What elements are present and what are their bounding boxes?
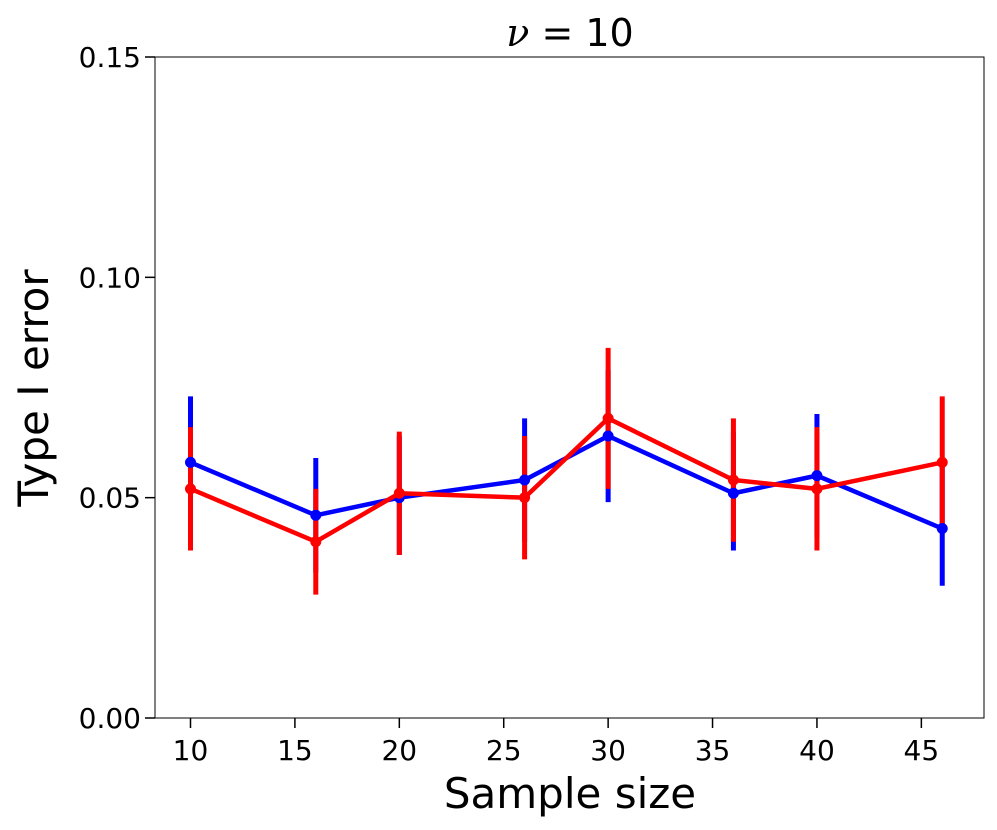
data-point <box>936 456 948 468</box>
x-tick-label: 25 <box>486 734 522 767</box>
plot-area: 0.00 0.05 0.10 0.15 10 15 20 25 30 35 40 45 <box>79 41 985 767</box>
x-tick-label: 40 <box>799 734 835 767</box>
data-point <box>184 483 196 495</box>
x-tick-label: 35 <box>695 734 731 767</box>
data-point <box>310 536 322 548</box>
x-tick-label: 15 <box>277 734 313 767</box>
series-line <box>189 433 944 531</box>
y-axis-title: Type I error <box>9 269 58 508</box>
data-point <box>602 430 614 442</box>
chart-title-value: = 10 <box>529 11 633 55</box>
plot-frame <box>154 56 985 719</box>
data-point <box>602 412 614 424</box>
y-tick-label: 0.00 <box>79 702 141 735</box>
data-point <box>519 492 531 504</box>
x-tick-label: 30 <box>590 734 626 767</box>
data-point <box>811 483 823 495</box>
data-point <box>310 509 322 521</box>
series-line <box>189 416 943 544</box>
y-tick-label: 0.05 <box>79 482 141 515</box>
data-point <box>393 487 405 499</box>
x-tick-label: 10 <box>173 734 209 767</box>
x-tick-label: 20 <box>381 734 417 767</box>
data-point <box>184 456 196 468</box>
data-point <box>936 523 948 535</box>
chart-title: ν = 10 <box>506 11 633 55</box>
chart-title-variable: ν <box>506 11 529 55</box>
x-axis-title: Sample size <box>444 769 696 818</box>
y-tick-label: 0.15 <box>79 41 141 74</box>
y-tick-label: 0.10 <box>79 261 141 294</box>
data-point <box>519 474 531 486</box>
data-point <box>727 487 739 499</box>
data-point <box>811 470 823 482</box>
data-point <box>727 474 739 486</box>
x-tick-label: 45 <box>904 734 940 767</box>
